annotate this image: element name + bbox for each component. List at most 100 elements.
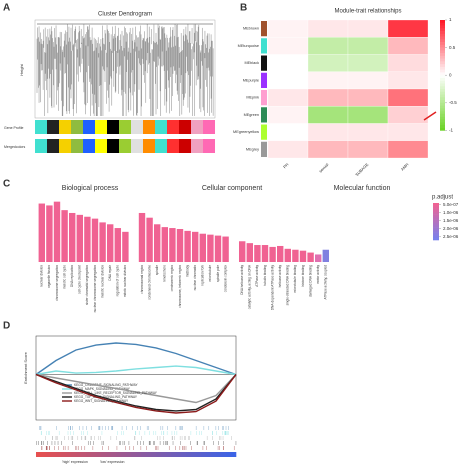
colorbar-label: -1 [449, 128, 453, 133]
x-tick-label: condensed chromosome [147, 265, 151, 300]
rank-gradient [151, 452, 157, 457]
x-tick-label: ATPase activity, coupled [324, 265, 328, 300]
module-strip [95, 139, 107, 153]
colorbar-label: 1 [449, 17, 452, 22]
x-tick-label: DNA replication [70, 265, 74, 287]
x-tick-label: nuclear division [40, 265, 44, 287]
heatmap-cell [307, 71, 349, 90]
bar [315, 254, 322, 262]
bar [61, 210, 68, 262]
legend-label: KEGG_OXIDATIVE_SIGNALING_PATHWAY [74, 383, 138, 387]
rank-gradient [186, 452, 192, 457]
bar [91, 218, 99, 262]
colorbar-step [440, 127, 445, 131]
x-tick-label: regulation of cell cycle [116, 265, 120, 297]
colorbar-step [440, 36, 445, 40]
rank-gradient [226, 452, 232, 457]
legend-gradient [433, 236, 439, 239]
x-tick-label: midbody [185, 265, 189, 277]
module-strip [107, 120, 119, 134]
colorbar-step [440, 124, 445, 128]
heatmap-title: Module-trait relationships [334, 9, 401, 15]
module-strip [47, 120, 59, 134]
colorbar-step [440, 25, 445, 29]
dendrogram-frame [34, 19, 216, 119]
rank-gradient [166, 452, 172, 457]
x-tick-label: sister chromatid segregation [85, 265, 89, 305]
colorbar-step [440, 66, 445, 70]
rank-gradient [116, 452, 122, 457]
rank-gradient [76, 452, 82, 457]
module-strip [131, 139, 143, 153]
heatmap-cell [267, 106, 309, 124]
x-tick-label: catalytic activity, acting on DNA [248, 264, 252, 309]
x-tick-label: single-stranded DNA binding [286, 265, 290, 306]
column-label: SUBAGE [354, 162, 370, 178]
module-strip [83, 139, 95, 153]
x-tick-label: ATPase activity [255, 265, 259, 287]
row-color [261, 90, 267, 106]
x-tick-label: tubulin binding [263, 265, 267, 286]
rank-gradient [206, 452, 212, 457]
heatmap-cell [307, 19, 349, 38]
axis-label: Height [19, 63, 24, 75]
module-strip [167, 120, 179, 134]
heatmap-cell [387, 71, 429, 90]
bar [222, 236, 229, 262]
x-tick-label: chromosome segregation [55, 265, 59, 301]
x-tick-label: DNA helicase activity [240, 265, 244, 295]
rank-gradient [46, 452, 52, 457]
bar [184, 230, 191, 262]
bar [199, 233, 206, 262]
legend-gradient [433, 230, 439, 233]
legend-gradient [433, 203, 439, 206]
module-strip [179, 139, 191, 153]
bar [38, 203, 45, 262]
x-tick-label: chromosomal region [140, 265, 144, 294]
column-label: AMH [400, 162, 410, 172]
rank-gradient [196, 452, 202, 457]
x-tick-label: chromosome, telomeric region [178, 265, 182, 308]
colorbar-step [440, 64, 445, 68]
column-label: sexual [318, 162, 330, 174]
legend-gradient [433, 223, 439, 226]
bar [176, 229, 184, 262]
heatmap-cell [387, 123, 429, 141]
rank-gradient [156, 452, 162, 457]
colorbar-step [440, 97, 445, 101]
rank-gradient [211, 452, 217, 457]
colorbar-step [440, 77, 445, 82]
colorbar-step [440, 55, 445, 59]
colorbar-step [440, 72, 445, 76]
heatmap-cell [387, 106, 429, 124]
legend-gradient [433, 234, 439, 237]
module-strip [119, 120, 131, 134]
row-label: MEpurple [243, 78, 259, 82]
module-strip [47, 139, 59, 153]
row-label: MEgrey [246, 147, 259, 151]
heatmap-cell [387, 19, 429, 38]
legend-label: 2.0e-06 [443, 226, 459, 231]
heatmap-cell [387, 88, 429, 107]
rank-gradient [141, 452, 147, 457]
panel-label: C [3, 179, 10, 190]
legend-gradient [433, 214, 439, 217]
rank-gradient [161, 452, 167, 457]
row-label: MEpink [246, 96, 259, 100]
row-color [261, 38, 267, 54]
heatmap-cell [267, 19, 309, 38]
es-line [35, 373, 237, 412]
rank-gradient [131, 452, 137, 457]
bar [122, 231, 129, 262]
heatmap-cell [307, 123, 349, 141]
row-label: Gene Profile [4, 126, 24, 130]
legend-gradient [433, 221, 439, 224]
row-color [261, 124, 267, 140]
x-tick-label: damaged DNA binding [308, 265, 312, 297]
es-line [35, 365, 237, 376]
x-tick-label: meiotic cell cycle [62, 265, 66, 289]
rank-gradient [121, 452, 127, 457]
legend-gradient [433, 210, 439, 213]
heatmap-cell [267, 37, 309, 55]
rank-gradient [91, 452, 97, 457]
